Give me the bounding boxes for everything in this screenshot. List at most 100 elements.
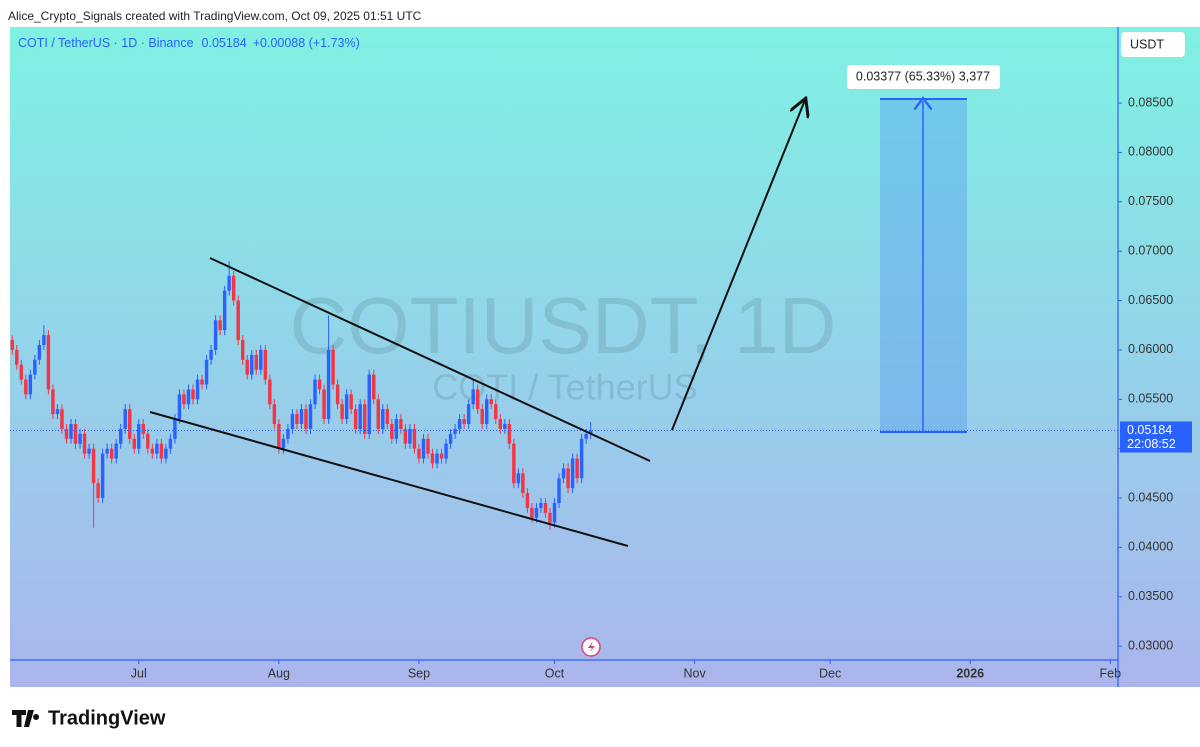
countdown: 22:08:52 xyxy=(1127,437,1176,451)
candle-body xyxy=(218,320,222,331)
currency: USDT xyxy=(1130,37,1164,51)
y-tick-label: 0.03000 xyxy=(1128,638,1173,652)
y-tick-label: 0.08500 xyxy=(1128,95,1173,109)
currency-button[interactable] xyxy=(1121,32,1185,57)
candle-body xyxy=(64,428,69,439)
candle-body xyxy=(155,443,159,454)
candle-body xyxy=(128,409,132,439)
x-tick-label: Jul xyxy=(131,666,147,680)
candle-body xyxy=(471,389,475,405)
candle-body xyxy=(534,507,539,518)
candle-body xyxy=(466,404,471,424)
candle-body xyxy=(426,438,430,454)
candle-body xyxy=(480,409,484,424)
candle-body xyxy=(82,433,87,454)
candle-body xyxy=(87,448,91,454)
candle-body xyxy=(372,374,376,400)
candle-body xyxy=(358,404,362,429)
candle-body xyxy=(213,320,218,350)
price-change: +0.00088 (+1.73%) xyxy=(253,36,360,50)
candle-body xyxy=(485,399,489,424)
candle-body xyxy=(326,349,331,420)
x-tick-label: Oct xyxy=(545,666,565,680)
candle-body xyxy=(530,507,534,518)
candle-body xyxy=(512,443,516,484)
x-tick-label: Dec xyxy=(819,666,841,680)
candle-body xyxy=(263,349,268,380)
candle-body xyxy=(55,409,60,415)
candle-body xyxy=(525,493,530,508)
candle-body xyxy=(503,423,507,429)
candle-body xyxy=(240,340,245,360)
last-price: 0.05184 xyxy=(202,36,247,50)
candle-body xyxy=(489,399,493,405)
candle-body xyxy=(290,414,295,429)
candle-body xyxy=(114,443,118,459)
y-tick-label: 0.06500 xyxy=(1128,293,1173,307)
candle-body xyxy=(42,335,46,345)
x-tick-label: Nov xyxy=(683,666,706,680)
candle-body xyxy=(204,359,209,385)
candle-body xyxy=(308,404,313,429)
brand: TradingView xyxy=(48,707,166,729)
legend: COTI / TetherUS · 1D · Binance 0.05184 +0.… xyxy=(18,36,360,50)
candle-body xyxy=(150,448,155,454)
candle-body xyxy=(245,359,249,375)
trend-line xyxy=(149,411,629,547)
candle-body xyxy=(159,443,164,459)
candle-body xyxy=(132,438,136,449)
candle-body xyxy=(137,423,141,449)
candle-body xyxy=(344,394,349,420)
candle-body xyxy=(444,443,448,459)
candle-body xyxy=(195,379,200,400)
candle-body xyxy=(516,473,521,484)
candle-body xyxy=(28,374,33,395)
candle-body xyxy=(200,379,204,385)
candle-body xyxy=(381,409,385,429)
candle-body xyxy=(557,478,561,503)
event-icon-bolt xyxy=(588,641,595,653)
candle-body xyxy=(69,423,73,439)
candle-body xyxy=(105,448,109,454)
candle-body xyxy=(439,453,444,459)
candle-body xyxy=(313,379,317,405)
candle-body xyxy=(521,473,525,494)
candle-body xyxy=(177,394,182,420)
y-tick-label: 0.03500 xyxy=(1128,589,1173,603)
measure-label-box xyxy=(847,65,1000,89)
candle-body xyxy=(231,275,236,301)
y-tick-label: 0.06000 xyxy=(1128,342,1173,356)
candle-body xyxy=(222,290,227,331)
candle-body xyxy=(403,428,408,444)
candle-body xyxy=(100,453,105,499)
candle-body xyxy=(73,423,78,444)
drawings: 0.03377 (65.33%) 3,377 xyxy=(149,65,1000,657)
candle-body xyxy=(317,379,322,390)
candle-body xyxy=(304,409,308,429)
candle-body xyxy=(475,389,480,410)
candle-body xyxy=(123,409,127,429)
candle-body xyxy=(575,458,579,479)
candle-body xyxy=(430,453,435,464)
candle-body xyxy=(259,349,263,370)
candle-body xyxy=(408,428,412,444)
candle-body xyxy=(295,414,299,424)
candle-body xyxy=(277,423,281,449)
candle-body xyxy=(494,404,498,420)
candle-body xyxy=(412,428,417,449)
candle-body xyxy=(164,448,168,459)
candle-body xyxy=(168,438,173,449)
candle-body xyxy=(331,349,335,385)
candle-body xyxy=(462,419,466,424)
symbol: COTI / TetherUS · 1D · Binance xyxy=(18,36,194,50)
candle-body xyxy=(91,448,96,484)
y-tick-label: 0.04000 xyxy=(1128,540,1173,554)
logo-mark xyxy=(12,710,40,727)
candle-body xyxy=(399,419,403,429)
candle-body xyxy=(268,379,272,405)
candle-body xyxy=(353,409,358,429)
candle-body xyxy=(15,349,19,365)
candle-body xyxy=(417,448,421,459)
